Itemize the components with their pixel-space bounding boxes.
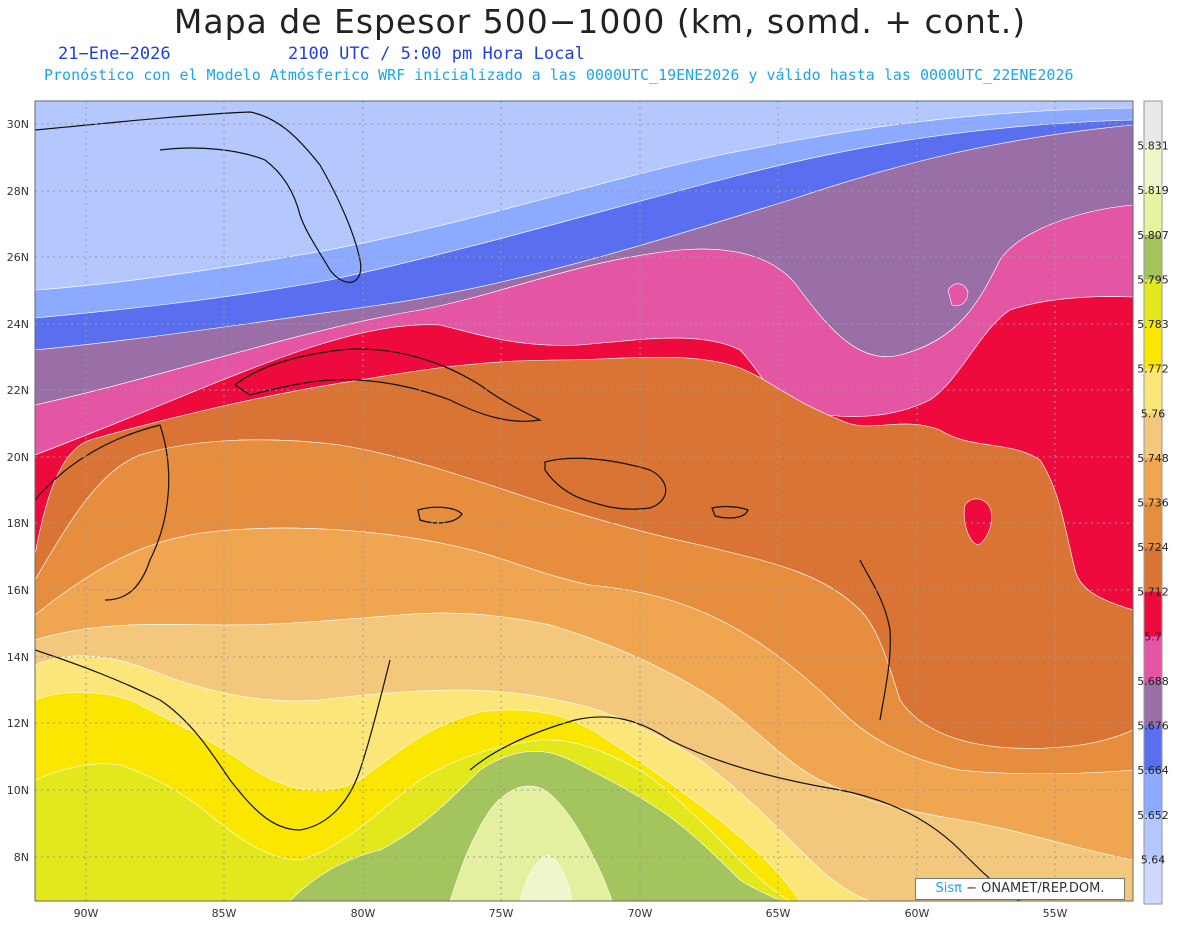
- legend-swatch: [1144, 413, 1162, 459]
- lon-label: 85W: [212, 907, 237, 920]
- contour-fill-layer: [35, 101, 1133, 901]
- florida-coast: [35, 111, 362, 283]
- lon-label: 90W: [74, 907, 99, 920]
- legend-label: 5.736: [1137, 497, 1169, 510]
- lat-label: 30N: [7, 118, 29, 131]
- legend-swatch: [1144, 145, 1162, 191]
- legend-label: 5.724: [1137, 541, 1169, 554]
- credit-box: Sisπ − ONAMET/REP.DOM.: [915, 878, 1125, 900]
- credit-text: − ONAMET/REP.DOM.: [966, 881, 1105, 896]
- legend-swatch: [1144, 234, 1162, 280]
- legend-swatch: [1144, 190, 1162, 236]
- color-legend: 5.831 5.819 5.807 5.795 5.783 5.772 5.76 5.748 5…: [1137, 100, 1169, 905]
- legend-label: 5.676: [1137, 720, 1169, 733]
- lat-label: 22N: [7, 384, 29, 397]
- legend-label: 5.831: [1137, 140, 1169, 153]
- legend-swatch: [1144, 680, 1162, 727]
- jamaica-coast: [417, 506, 463, 524]
- map-title: Mapa de Espesor 500−1000 (km, somd. + co…: [173, 2, 1027, 41]
- legend-swatch: [1144, 725, 1162, 771]
- cuba-coast: [233, 348, 542, 422]
- legend-swatch: [1144, 324, 1162, 370]
- lat-label: 18N: [7, 517, 29, 530]
- coastlines: [35, 111, 1021, 901]
- lon-label: 80W: [351, 907, 376, 920]
- lon-label: 65W: [766, 907, 791, 920]
- legend-label: 5.7: [1144, 630, 1162, 643]
- legend-label: 5.795: [1137, 273, 1169, 286]
- lat-label: 26N: [7, 251, 29, 264]
- legend-swatch: [1144, 770, 1162, 816]
- legend-swatch: [1144, 101, 1162, 147]
- legend-label: 5.819: [1137, 184, 1169, 197]
- legend-swatch: [1144, 591, 1162, 637]
- legend-label: 5.652: [1137, 809, 1169, 822]
- legend-swatch: [1144, 368, 1162, 414]
- legend-label: 5.688: [1137, 675, 1169, 688]
- lat-label: 16N: [7, 584, 29, 597]
- legend-label: 5.712: [1137, 586, 1169, 599]
- south-america-coast: [469, 716, 1021, 901]
- legend-label: 5.772: [1137, 363, 1169, 376]
- lat-label: 20N: [7, 451, 29, 464]
- lat-label: 8N: [14, 851, 29, 864]
- band-5.807: [449, 785, 613, 901]
- legend-swatch: [1144, 636, 1162, 682]
- band-5.688-islet: [947, 283, 969, 307]
- legend-swatch: [1144, 279, 1162, 325]
- latitude-axis: 30N 28N 26N 24N 22N 20N 18N 16N 14N 12N …: [7, 118, 29, 864]
- lat-label: 10N: [7, 784, 29, 797]
- model-subtitle: Pronóstico con el Modelo Atmósferico WRF…: [44, 66, 1074, 84]
- map-frame: [34, 100, 1134, 902]
- central-america-coast: [35, 649, 391, 831]
- legend-label: 5.783: [1137, 318, 1169, 331]
- legend-frame: [1143, 100, 1163, 905]
- hispaniola-coast: [544, 457, 667, 510]
- legend-label: 5.664: [1137, 764, 1169, 777]
- longitude-axis: 90W 85W 80W 75W 70W 65W 60W 55W: [74, 907, 1068, 920]
- lat-label: 28N: [7, 185, 29, 198]
- legend-label: 5.807: [1137, 229, 1169, 242]
- lon-label: 60W: [905, 907, 930, 920]
- lon-label: 70W: [628, 907, 653, 920]
- credit-sis: Sisπ: [935, 881, 962, 896]
- legend-swatch: [1144, 457, 1162, 503]
- forecast-date: 21−Ene−2026: [58, 44, 171, 64]
- lon-label: 75W: [489, 907, 514, 920]
- lesser-antilles: [859, 559, 891, 721]
- lon-label: 55W: [1043, 907, 1068, 920]
- legend-label: 5.748: [1137, 452, 1169, 465]
- legend-swatch: [1144, 814, 1162, 860]
- band-5.819: [519, 854, 573, 901]
- yucatan-coast: [35, 424, 170, 601]
- legend-swatch: [1144, 859, 1162, 905]
- lat-label: 14N: [7, 651, 29, 664]
- legend-swatch: [1144, 502, 1162, 548]
- legend-swatch: [1144, 547, 1162, 593]
- puerto-rico-coast: [711, 505, 749, 519]
- gridlines: [35, 101, 1133, 901]
- legend-label: 5.76: [1141, 407, 1166, 420]
- lat-label: 12N: [7, 717, 29, 730]
- forecast-time: 2100 UTC / 5:00 pm Hora Local: [288, 44, 585, 64]
- legend-label: 5.64: [1141, 853, 1166, 866]
- band-5.7-islet: [963, 498, 992, 546]
- lat-label: 24N: [7, 318, 29, 331]
